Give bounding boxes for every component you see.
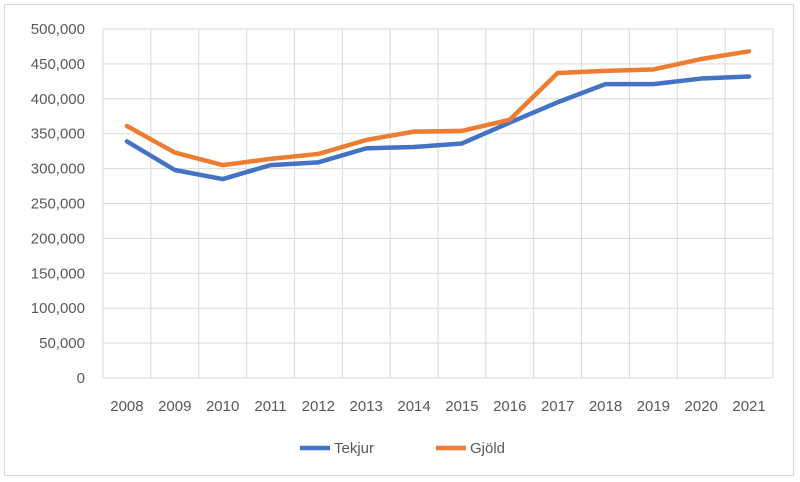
x-tick-label: 2017 xyxy=(541,398,574,415)
y-tick-label: 200,000 xyxy=(31,230,85,247)
y-tick-label: 300,000 xyxy=(31,161,85,178)
y-tick-label: 50,000 xyxy=(39,335,85,352)
x-tick-label: 2019 xyxy=(637,398,670,415)
y-tick-label: 150,000 xyxy=(31,265,85,282)
y-tick-label: 400,000 xyxy=(31,91,85,108)
y-tick-label: 250,000 xyxy=(31,196,85,213)
x-tick-label: 2012 xyxy=(302,398,335,415)
series-line-gjöld xyxy=(124,49,752,168)
x-tick-label: 2011 xyxy=(254,398,286,415)
x-tick-label: 2021 xyxy=(732,398,765,415)
legend-label: Tekjur xyxy=(334,440,374,457)
legend-label: Gjöld xyxy=(470,440,505,457)
x-tick-label: 2018 xyxy=(589,398,622,415)
x-tick-label: 2008 xyxy=(110,398,143,415)
x-tick-label: 2013 xyxy=(350,398,383,415)
chart-frame xyxy=(4,4,794,476)
y-tick-label: 450,000 xyxy=(31,56,85,73)
x-tick-label: 2015 xyxy=(445,398,478,415)
x-tick-label: 2009 xyxy=(158,398,191,415)
series-line-tekjur xyxy=(124,74,752,182)
y-tick-label: 350,000 xyxy=(31,126,85,143)
x-tick-label: 2016 xyxy=(493,398,526,415)
y-tick-label: 0 xyxy=(77,370,85,387)
x-tick-label: 2014 xyxy=(397,398,430,415)
x-tick-label: 2020 xyxy=(685,398,718,415)
y-tick-label: 500,000 xyxy=(31,21,85,38)
x-tick-label: 2010 xyxy=(206,398,239,415)
y-tick-label: 100,000 xyxy=(31,300,85,317)
